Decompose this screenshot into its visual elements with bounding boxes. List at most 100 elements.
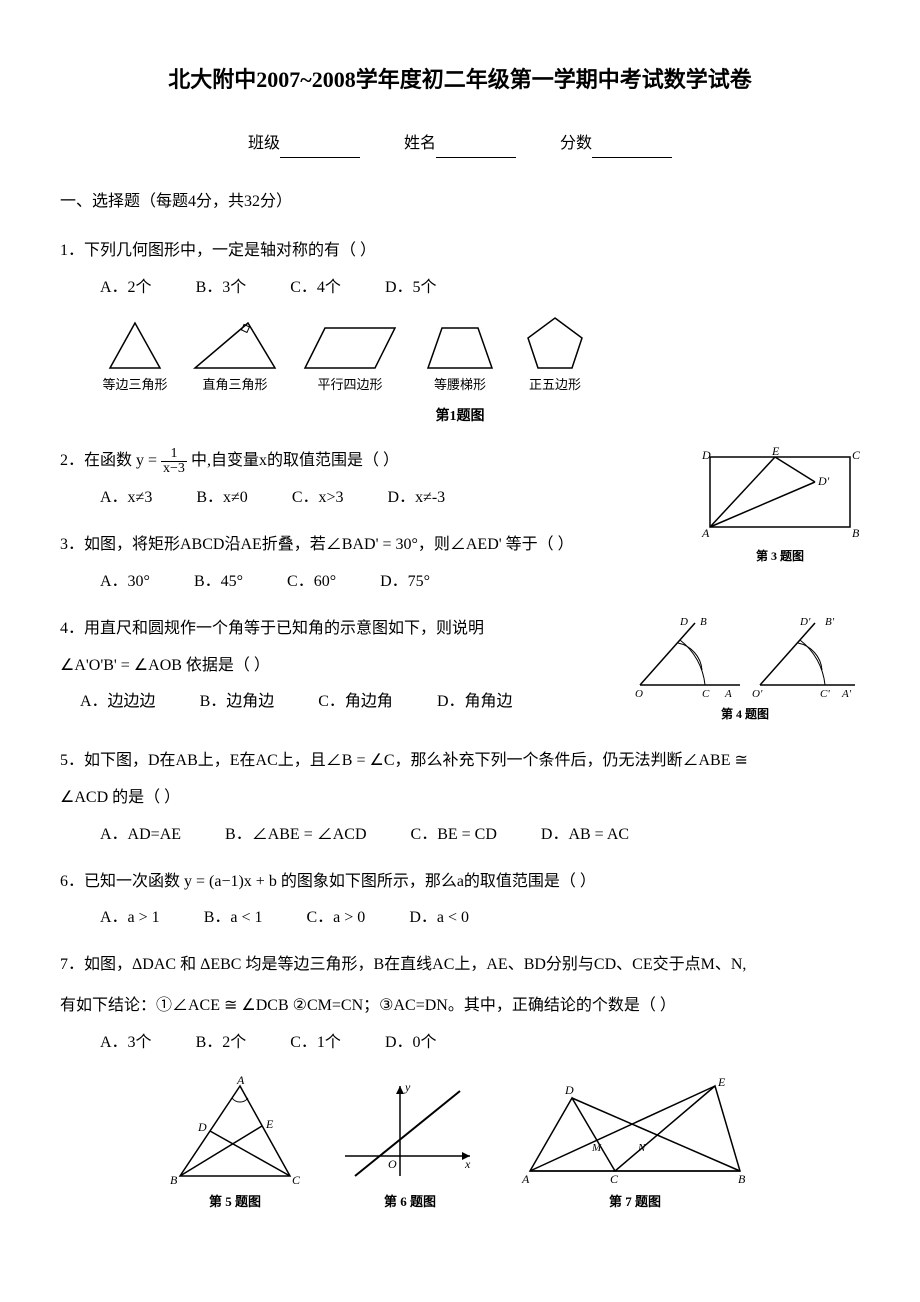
svg-text:E: E	[717, 1076, 726, 1089]
q5-optC: C．BE = CD	[411, 821, 497, 850]
section-header: 一、选择题（每题4分，共32分）	[60, 188, 860, 217]
svg-text:B: B	[738, 1172, 746, 1186]
trapezoid-icon	[420, 318, 500, 373]
q7-optA: A．3个	[100, 1029, 152, 1058]
question-2: 2．在函数 y = 1x−3 中,自变量x的取值范围是（ ） A．x≠3 B．x…	[60, 447, 860, 513]
bottom-figures: A D E B C 第 5 题图 y O x 第 6 题图 D E	[60, 1076, 860, 1213]
q6-optA: A．a > 1	[100, 904, 160, 933]
right-triangle-icon	[190, 318, 280, 373]
equilateral-triangle-icon	[100, 318, 170, 373]
q6-optC: C．a > 0	[307, 904, 366, 933]
q1-s1: 等边三角形	[100, 373, 170, 396]
q5-text1: 5．如下图，D在AB上，E在AC上，且∠B = ∠C，那么补充下列一个条件后，仍…	[60, 747, 860, 776]
q1-s2: 直角三角形	[190, 373, 280, 396]
q2-optC: C．x>3	[292, 484, 344, 513]
q7-optC: C．1个	[290, 1029, 341, 1058]
svg-text:A': A'	[841, 688, 852, 700]
svg-text:E: E	[265, 1117, 274, 1131]
q7-text1: 7．如图，ΔDAC 和 ΔEBC 均是等边三角形，B在直线AC上，AE、BD分别…	[60, 951, 860, 980]
svg-text:A: A	[521, 1172, 530, 1186]
q3-text: 3．如图，将矩形ABCD沿AE折叠，若∠BAD' = 30°，则∠AED' 等于…	[60, 531, 860, 560]
question-4: D B O C A D' B' O' C' A' 第 4 题图 4．用直尺和圆规…	[60, 615, 860, 727]
pentagon-icon	[520, 313, 590, 373]
question-5: 5．如下图，D在AB上，E在AC上，且∠B = ∠C，那么补充下列一个条件后，仍…	[60, 747, 860, 849]
score-label: 分数	[560, 135, 592, 152]
svg-text:x: x	[464, 1157, 471, 1171]
svg-text:C': C'	[820, 688, 830, 700]
q4-optA: A．边边边	[80, 688, 156, 717]
q1-optB: B．3个	[196, 274, 247, 303]
q2-optA: A．x≠3	[100, 484, 152, 513]
svg-text:M: M	[591, 1142, 602, 1154]
svg-text:D: D	[679, 616, 688, 628]
q1-caption: 第1题图	[60, 404, 860, 429]
q6-optD: D．a < 0	[409, 904, 469, 933]
q5-options: A．AD=AE B．∠ABE = ∠ACD C．BE = CD D．AB = A…	[60, 821, 860, 850]
svg-text:C: C	[610, 1172, 619, 1186]
q1-s4: 等腰梯形	[420, 373, 500, 396]
q1-optD: D．5个	[385, 274, 437, 303]
svg-text:N: N	[637, 1142, 646, 1154]
svg-text:B: B	[170, 1173, 178, 1186]
q1-figures: 等边三角形 直角三角形 平行四边形 等腰梯形 正五边形	[60, 313, 860, 396]
q5-optD: D．AB = AC	[541, 821, 629, 850]
svg-text:C: C	[292, 1173, 300, 1186]
q3-optA: A．30°	[100, 568, 150, 597]
q2-optD: D．x≠-3	[388, 484, 446, 513]
question-6: 6．已知一次函数 y = (a−1)x + b 的图象如下图所示，那么a的取值范…	[60, 868, 860, 934]
q3-options: A．30° B．45° C．60° D．75°	[60, 568, 860, 597]
form-line: 班级 姓名 分数	[60, 130, 860, 159]
svg-text:D: D	[564, 1083, 574, 1097]
q7-figure: D E M N A C B 第 7 题图	[520, 1076, 750, 1213]
svg-text:A: A	[724, 688, 732, 700]
q6-text: 6．已知一次函数 y = (a−1)x + b 的图象如下图所示，那么a的取值范…	[60, 868, 860, 897]
q4-optB: B．边角边	[200, 688, 275, 717]
svg-text:B: B	[700, 616, 707, 628]
q4-optD: D．角角边	[437, 688, 513, 717]
q3-optC: C．60°	[287, 568, 336, 597]
name-blank[interactable]	[436, 138, 516, 158]
q2-text: 2．在函数 y = 1x−3 中,自变量x的取值范围是（ ）	[60, 447, 860, 476]
svg-text:O: O	[635, 688, 643, 700]
svg-text:O: O	[388, 1157, 397, 1171]
svg-text:C: C	[702, 688, 710, 700]
q7-optD: D．0个	[385, 1029, 437, 1058]
question-1: 1．下列几何图形中，一定是轴对称的有（ ） A．2个 B．3个 C．4个 D．5…	[60, 237, 860, 429]
q1-optC: C．4个	[290, 274, 341, 303]
question-7: 7．如图，ΔDAC 和 ΔEBC 均是等边三角形，B在直线AC上，AE、BD分别…	[60, 951, 860, 1057]
q4-figure: D B O C A D' B' O' C' A' 第 4 题图	[630, 615, 860, 726]
q7-optB: B．2个	[196, 1029, 247, 1058]
q5-figure: A D E B C 第 5 题图	[170, 1076, 300, 1213]
svg-text:B': B'	[825, 616, 835, 628]
svg-text:O': O'	[752, 688, 763, 700]
q3-optB: B．45°	[194, 568, 243, 597]
q5-optA: A．AD=AE	[100, 821, 181, 850]
q4-optC: C．角边角	[318, 688, 393, 717]
q6-optB: B．a < 1	[204, 904, 263, 933]
q5-optB: B．∠ABE = ∠ACD	[225, 821, 366, 850]
q1-s3: 平行四边形	[300, 373, 400, 396]
svg-text:D: D	[197, 1120, 207, 1134]
q1-s5: 正五边形	[520, 373, 590, 396]
q6-figure: y O x 第 6 题图	[340, 1076, 480, 1213]
name-label: 姓名	[404, 135, 436, 152]
score-blank[interactable]	[592, 138, 672, 158]
q1-optA: A．2个	[100, 274, 152, 303]
q2-options: A．x≠3 B．x≠0 C．x>3 D．x≠-3	[60, 484, 860, 513]
q3-optD: D．75°	[380, 568, 430, 597]
q1-text: 1．下列几何图形中，一定是轴对称的有（ ）	[60, 237, 860, 266]
q4-caption: 第 4 题图	[630, 704, 860, 726]
q1-options: A．2个 B．3个 C．4个 D．5个	[60, 274, 860, 303]
q5-text2: ∠ACD 的是（ ）	[60, 784, 860, 813]
parallelogram-icon	[300, 318, 400, 373]
page-title: 北大附中2007~2008学年度初二年级第一学期中考试数学试卷	[60, 60, 860, 100]
class-label: 班级	[248, 135, 280, 152]
q6-options: A．a > 1 B．a < 1 C．a > 0 D．a < 0	[60, 904, 860, 933]
svg-text:y: y	[404, 1080, 411, 1094]
question-3: 3．如图，将矩形ABCD沿AE折叠，若∠BAD' = 30°，则∠AED' 等于…	[60, 531, 860, 597]
q7-options: A．3个 B．2个 C．1个 D．0个	[60, 1029, 860, 1058]
svg-text:D': D'	[799, 616, 811, 628]
class-blank[interactable]	[280, 138, 360, 158]
q7-text2: 有如下结论：①∠ACE ≅ ∠DCB ②CM=CN；③AC=DN。其中，正确结论…	[60, 992, 860, 1021]
q2-optB: B．x≠0	[196, 484, 247, 513]
